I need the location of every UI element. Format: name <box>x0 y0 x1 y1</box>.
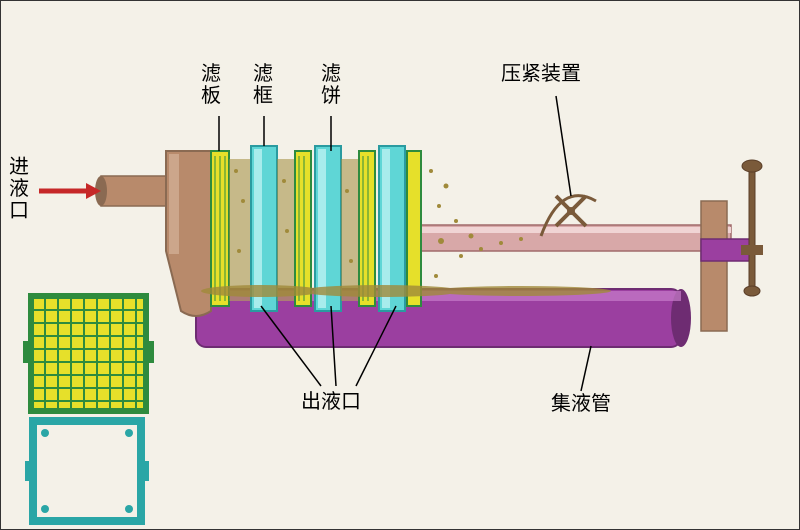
label-filter-plate: 滤 板 <box>201 63 221 107</box>
label-inlet: 进 液 口 <box>9 156 29 222</box>
press-rod <box>381 225 731 251</box>
diagram-canvas: 进 液 口 滤 板 滤 框 滤 饼 压紧装置 出液口 集液管 <box>0 0 800 530</box>
filter-plate-icon <box>23 296 154 411</box>
diagram-svg <box>1 1 800 530</box>
label-clamp: 压紧装置 <box>501 63 581 85</box>
inlet-arrow-icon <box>39 183 101 199</box>
filter-frame-icon <box>25 421 149 521</box>
clamp-support <box>701 160 763 331</box>
label-collector: 集液管 <box>551 393 611 415</box>
label-filter-frame: 滤 框 <box>253 63 273 107</box>
inlet-head <box>95 151 211 316</box>
label-outlet: 出液口 <box>301 391 361 413</box>
label-filter-cake: 滤 饼 <box>321 63 341 107</box>
